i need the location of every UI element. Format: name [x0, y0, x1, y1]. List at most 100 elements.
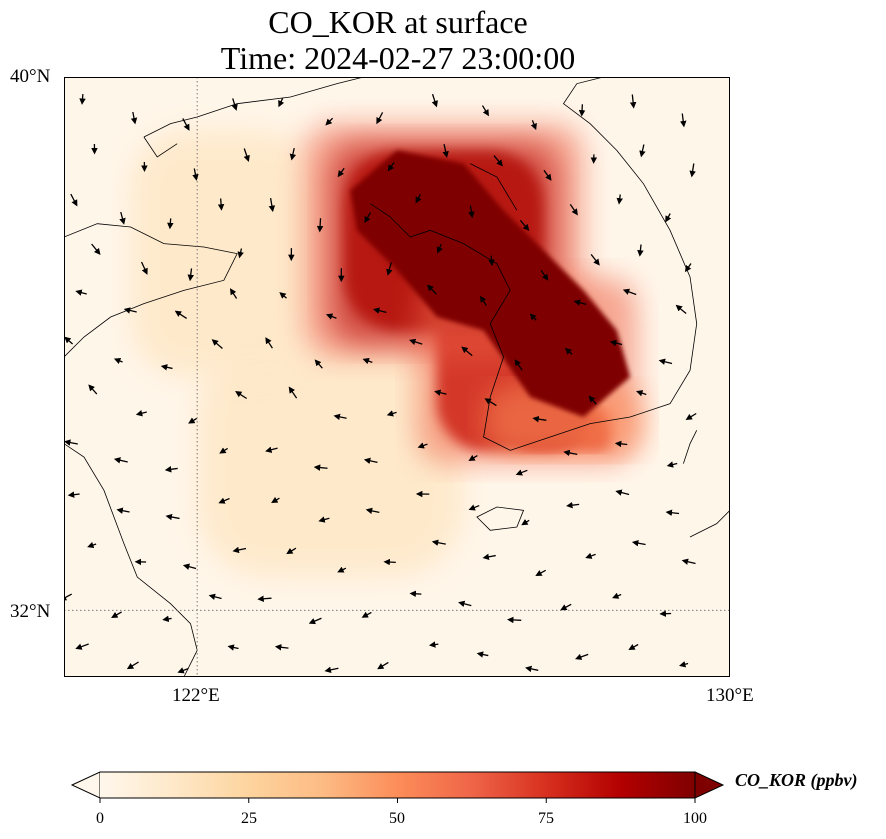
- wind-arrow-18: [113, 357, 123, 365]
- wind-arrow-80: [386, 262, 393, 276]
- wind-arrow-139: [622, 288, 637, 296]
- wind-arrow-44: [237, 248, 244, 259]
- wind-arrow-53: [288, 386, 298, 399]
- wind-arrow-103: [479, 295, 487, 306]
- wind-vectors: [64, 93, 697, 674]
- wind-arrow-25: [162, 615, 172, 623]
- colorbar-tick-50: 50: [389, 810, 405, 827]
- wind-arrow-142: [639, 144, 646, 158]
- wind-arrow-32: [187, 268, 194, 282]
- wind-arrow-152: [684, 263, 692, 273]
- colorbar-extend-max: [694, 771, 725, 799]
- wind-arrow-48: [274, 644, 289, 651]
- wind-arrow-27: [165, 513, 180, 521]
- wind-arrow-69: [316, 218, 324, 233]
- wind-arrow-75: [365, 507, 380, 515]
- map-border: [64, 77, 730, 677]
- wind-arrow-31: [174, 310, 187, 319]
- coast-dalian: [143, 136, 178, 158]
- wind-arrow-6: [64, 336, 74, 345]
- wind-arrow-36: [227, 644, 239, 651]
- wind-arrow-82: [387, 162, 395, 172]
- wind-arrow-66: [314, 359, 323, 369]
- wind-arrow-138: [609, 339, 623, 347]
- wind-arrow-79: [372, 307, 387, 314]
- wind-arrow-62: [337, 566, 347, 573]
- wind-arrow-104: [488, 255, 495, 267]
- colorbar-tick-100: 100: [683, 810, 707, 827]
- wind-arrow-91: [426, 284, 437, 295]
- wind-arrow-3: [67, 491, 80, 498]
- wind-arrow-118: [543, 169, 552, 181]
- wind-arrow-97: [458, 600, 472, 607]
- wind-arrow-93: [415, 193, 422, 204]
- coast-tsushima: [683, 430, 698, 464]
- plume-halo-3: [483, 383, 644, 457]
- wind-arrow-72: [377, 661, 389, 670]
- concentration-field: [130, 123, 644, 577]
- wind-arrow-110: [535, 569, 546, 576]
- wind-arrow-16: [113, 457, 128, 464]
- plume-core: [350, 150, 631, 417]
- wind-arrow-119: [530, 120, 537, 131]
- wind-arrow-106: [493, 155, 503, 167]
- wind-arrow-63: [318, 516, 330, 523]
- wind-arrow-43: [229, 288, 238, 299]
- wind-arrow-60: [324, 666, 339, 674]
- wind-arrow-50: [286, 547, 297, 555]
- wind-arrow-37: [208, 593, 222, 600]
- wind-arrow-33: [167, 218, 174, 230]
- wind-arrow-102: [461, 346, 473, 357]
- wind-arrow-28: [164, 466, 178, 473]
- wind-arrow-116: [540, 269, 549, 281]
- wind-arrow-26: [182, 563, 197, 570]
- wind-arrow-137: [636, 390, 647, 397]
- wind-arrow-109: [507, 616, 522, 624]
- wind-arrow-128: [590, 253, 600, 266]
- coast-border: [470, 163, 518, 211]
- map-plot-area: [64, 77, 730, 677]
- wind-arrow-89: [434, 389, 447, 396]
- wind-arrow-64: [313, 464, 328, 471]
- colorbar-gradient: [100, 772, 695, 798]
- colorbar-tick-75: 75: [538, 810, 554, 827]
- wind-arrow-141: [616, 194, 623, 205]
- coast-kyushu: [689, 510, 730, 538]
- coast-jeju: [476, 506, 525, 531]
- wind-arrow-23: [130, 111, 138, 125]
- plume-0: [197, 343, 464, 577]
- wind-arrow-98: [482, 553, 496, 561]
- wind-arrow-135: [615, 489, 630, 496]
- wind-arrow-71: [325, 117, 334, 126]
- wind-arrow-57: [268, 198, 276, 213]
- lon-label-130e: 130°E: [706, 685, 754, 706]
- wind-arrow-73: [361, 611, 372, 618]
- wind-arrow-83: [376, 112, 384, 125]
- wind-arrow-121: [560, 603, 572, 611]
- wind-arrow-46: [243, 148, 250, 162]
- wind-arrow-34: [192, 168, 199, 181]
- lat-label-40n: 40°N: [10, 66, 51, 87]
- wind-arrow-20: [140, 261, 148, 275]
- wind-arrow-0: [75, 643, 89, 650]
- colorbar: [70, 771, 725, 803]
- map-title-line2: Time: 2024-02-27 23:00:00: [220, 40, 576, 76]
- wind-arrow-131: [578, 104, 586, 117]
- wind-arrow-99: [468, 504, 480, 511]
- wind-arrow-95: [431, 93, 438, 108]
- wind-arrow-40: [219, 447, 228, 454]
- wind-arrow-114: [514, 359, 523, 371]
- wind-arrow-125: [588, 395, 597, 405]
- coast-jiangsu: [64, 443, 198, 677]
- wind-arrow-84: [428, 641, 439, 648]
- wind-arrow-146: [681, 558, 696, 565]
- wind-arrow-52: [265, 446, 278, 453]
- wind-arrow-108: [525, 665, 539, 673]
- wind-arrow-153: [665, 213, 672, 223]
- wind-arrow-154: [689, 163, 696, 178]
- wind-arrow-8: [91, 243, 101, 255]
- wind-arrow-51: [271, 496, 280, 503]
- wind-arrow-45: [217, 198, 225, 211]
- colorbar-tick-0: 0: [96, 810, 104, 827]
- wind-arrow-17: [135, 410, 147, 417]
